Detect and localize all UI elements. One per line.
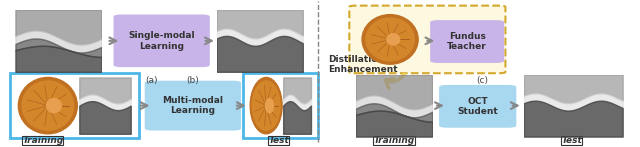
FancyBboxPatch shape [145,81,241,130]
Text: Test: Test [561,136,582,145]
Text: (c): (c) [477,76,488,85]
Text: (a): (a) [145,76,157,85]
FancyArrowPatch shape [385,74,404,88]
FancyBboxPatch shape [440,86,516,127]
Text: Distillation
Enhancement: Distillation Enhancement [328,55,397,75]
FancyBboxPatch shape [114,15,209,66]
Text: Single-modal
Learning: Single-modal Learning [129,31,195,51]
Text: Training: Training [373,136,415,145]
Text: OCT
Student: OCT Student [458,97,498,116]
FancyBboxPatch shape [431,21,504,62]
FancyBboxPatch shape [349,6,506,73]
Text: Test: Test [268,136,289,145]
Text: Multi-modal
Learning: Multi-modal Learning [163,96,223,115]
Text: (b): (b) [186,76,199,85]
Text: Training: Training [22,136,63,145]
Text: Fundus
Teacher: Fundus Teacher [447,32,487,51]
